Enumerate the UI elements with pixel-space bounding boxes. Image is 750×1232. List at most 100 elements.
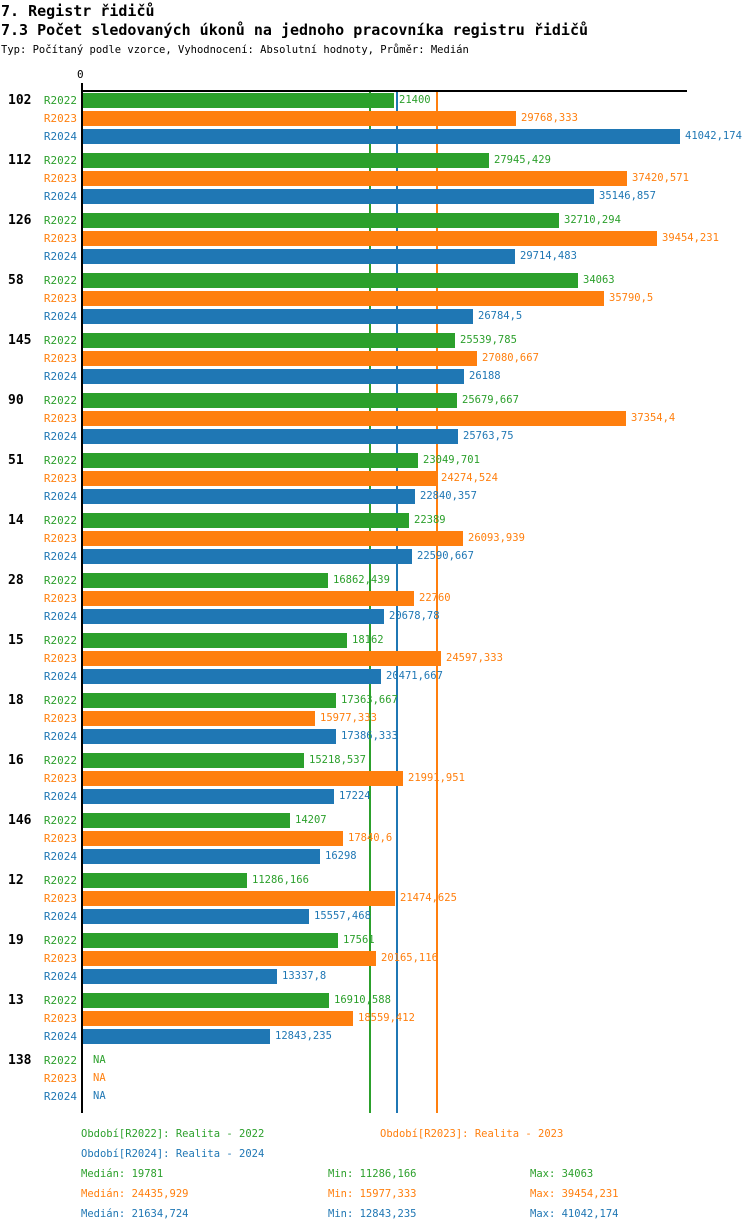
bar-value-na: NA <box>93 1054 106 1066</box>
series-row-label-r2024: R2024 <box>43 610 77 623</box>
median-line-r2023 <box>436 92 439 1113</box>
bar-102-r2023 <box>83 111 516 126</box>
series-row-label-r2024: R2024 <box>43 250 77 263</box>
series-row-label-r2024: R2024 <box>43 130 77 143</box>
bar-16-r2024 <box>83 789 334 804</box>
bar-value-label: 26093,939 <box>468 532 525 544</box>
series-row-label-r2024: R2024 <box>43 370 77 383</box>
page-title: 7. Registr řidičů <box>1 2 155 20</box>
series-row-label-r2023: R2023 <box>43 712 77 725</box>
bar-145-r2022 <box>83 333 455 348</box>
series-row-label-r2022: R2022 <box>43 334 77 347</box>
series-row-label-r2022: R2022 <box>43 694 77 707</box>
bar-13-r2022 <box>83 993 329 1008</box>
series-row-label-r2023: R2023 <box>43 532 77 545</box>
series-row-label-r2023: R2023 <box>43 112 77 125</box>
bar-value-label: 21991,951 <box>408 772 465 784</box>
bar-value-label: 22389 <box>414 514 446 526</box>
bar-18-r2022 <box>83 693 336 708</box>
bar-112-r2023 <box>83 171 627 186</box>
vertical-axis-line <box>81 83 83 1113</box>
series-row-label-r2024: R2024 <box>43 310 77 323</box>
stat-min-r2022: Min: 11286,166 <box>328 1168 417 1180</box>
stat-median-r2024: Medián: 21634,724 <box>81 1208 189 1220</box>
bar-value-label: 15557,468 <box>314 910 371 922</box>
bar-value-label: 41042,174 <box>685 130 742 142</box>
series-row-label-r2023: R2023 <box>43 412 77 425</box>
stat-max-r2024: Max: 41042,174 <box>530 1208 619 1220</box>
series-row-label-r2023: R2023 <box>43 292 77 305</box>
bar-126-r2022 <box>83 213 559 228</box>
bar-value-label: 24274,524 <box>441 472 498 484</box>
bar-value-label: 13337,8 <box>282 970 327 982</box>
series-row-label-r2024: R2024 <box>43 190 77 203</box>
bar-14-r2023 <box>83 531 463 546</box>
bar-102-r2024 <box>83 129 680 144</box>
series-row-label-r2022: R2022 <box>43 394 77 407</box>
bar-value-label: 25763,75 <box>463 430 514 442</box>
bar-13-r2023 <box>83 1011 353 1026</box>
bar-15-r2024 <box>83 669 381 684</box>
bar-28-r2022 <box>83 573 328 588</box>
bar-value-label: 37420,571 <box>632 172 689 184</box>
bar-58-r2022 <box>83 273 578 288</box>
bar-value-label: 32710,294 <box>564 214 621 226</box>
bar-14-r2022 <box>83 513 409 528</box>
legend-entry-r2023: Období[R2023]: Realita - 2023 <box>380 1128 564 1140</box>
bar-value-label: 21400 <box>399 94 431 106</box>
stat-median-r2022: Medián: 19781 <box>81 1168 164 1180</box>
bar-18-r2024 <box>83 729 336 744</box>
bar-19-r2023 <box>83 951 376 966</box>
bar-value-label: 22590,667 <box>417 550 474 562</box>
bar-16-r2022 <box>83 753 304 768</box>
series-row-label-r2022: R2022 <box>43 454 77 467</box>
bar-value-na: NA <box>93 1090 106 1102</box>
category-label-51: 51 <box>8 453 24 468</box>
series-row-label-r2024: R2024 <box>43 850 77 863</box>
bar-58-r2024 <box>83 309 473 324</box>
bar-value-label: 18162 <box>352 634 384 646</box>
series-row-label-r2023: R2023 <box>43 772 77 785</box>
bar-146-r2024 <box>83 849 320 864</box>
series-row-label-r2023: R2023 <box>43 832 77 845</box>
series-row-label-r2023: R2023 <box>43 952 77 965</box>
chart-meta-info: Typ: Počítaný podle vzorce, Vyhodnocení:… <box>1 44 469 56</box>
bar-112-r2024 <box>83 189 594 204</box>
series-row-label-r2024: R2024 <box>43 1030 77 1043</box>
bar-value-label: 18559,412 <box>358 1012 415 1024</box>
bar-value-label: 22840,357 <box>420 490 477 502</box>
series-row-label-r2024: R2024 <box>43 970 77 983</box>
category-label-28: 28 <box>8 573 24 588</box>
bar-15-r2023 <box>83 651 441 666</box>
bar-28-r2023 <box>83 591 414 606</box>
series-row-label-r2024: R2024 <box>43 790 77 803</box>
bar-value-label: 20471,667 <box>386 670 443 682</box>
series-row-label-r2024: R2024 <box>43 1090 77 1103</box>
bar-value-label: 27080,667 <box>482 352 539 364</box>
bar-90-r2024 <box>83 429 458 444</box>
series-row-label-r2022: R2022 <box>43 994 77 1007</box>
series-row-label-r2022: R2022 <box>43 274 77 287</box>
bar-58-r2023 <box>83 291 604 306</box>
bar-value-label: 37354,4 <box>631 412 676 424</box>
series-row-label-r2023: R2023 <box>43 652 77 665</box>
bar-13-r2024 <box>83 1029 270 1044</box>
bar-value-label: 26784,5 <box>478 310 523 322</box>
series-row-label-r2024: R2024 <box>43 670 77 683</box>
bar-value-label: 25539,785 <box>460 334 517 346</box>
bar-145-r2023 <box>83 351 477 366</box>
stat-min-r2023: Min: 15977,333 <box>328 1188 417 1200</box>
series-row-label-r2024: R2024 <box>43 550 77 563</box>
bar-102-r2022 <box>83 93 394 108</box>
series-row-label-r2022: R2022 <box>43 934 77 947</box>
bar-value-label: 29714,483 <box>520 250 577 262</box>
series-row-label-r2024: R2024 <box>43 490 77 503</box>
series-row-label-r2024: R2024 <box>43 730 77 743</box>
category-label-18: 18 <box>8 693 24 708</box>
bar-51-r2023 <box>83 471 436 486</box>
bar-19-r2024 <box>83 969 277 984</box>
series-row-label-r2024: R2024 <box>43 430 77 443</box>
series-row-label-r2023: R2023 <box>43 1072 77 1085</box>
bar-value-label: 35146,857 <box>599 190 656 202</box>
